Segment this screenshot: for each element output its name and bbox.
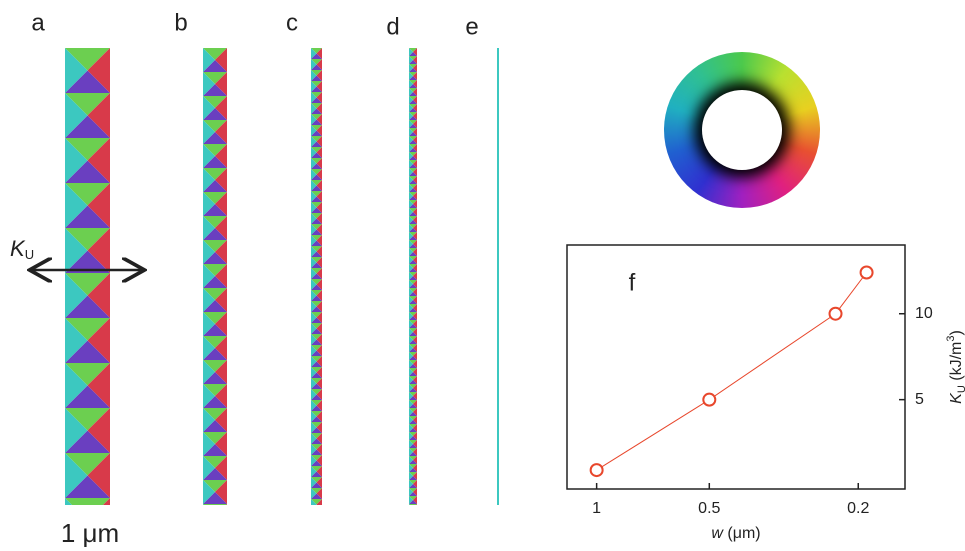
y-tick-label: 10 bbox=[915, 305, 933, 322]
x-tick-label: 1 bbox=[592, 500, 601, 517]
y-label-unit: (kJ/m bbox=[948, 342, 965, 386]
panel-label: b bbox=[174, 9, 187, 36]
x-tick-label: 0.2 bbox=[847, 500, 869, 517]
data-point bbox=[589, 463, 604, 478]
data-point bbox=[702, 392, 717, 407]
stripe-d bbox=[409, 48, 417, 505]
color-wheel-hole bbox=[702, 90, 782, 170]
data-point bbox=[828, 306, 843, 321]
data-point bbox=[859, 265, 874, 280]
stripe-e bbox=[497, 48, 499, 505]
y-label-superscript: 3 bbox=[945, 336, 957, 342]
series-line bbox=[596, 272, 867, 471]
arrow-subscript: U bbox=[25, 247, 34, 262]
panel-label: c bbox=[286, 9, 298, 36]
y-axis-label: KU (kJ/m3) bbox=[945, 330, 965, 404]
x-label-symbol: w bbox=[711, 525, 724, 542]
stripe-b bbox=[203, 48, 227, 505]
stripe-c bbox=[311, 48, 322, 505]
y-label-symbol: K bbox=[948, 392, 965, 404]
y-label-unit: ) bbox=[948, 330, 965, 335]
x-axis-label: w (μm) bbox=[711, 525, 760, 542]
panel-label: e bbox=[465, 13, 478, 40]
x-label-unit: (μm) bbox=[723, 525, 761, 542]
plot-frame bbox=[566, 244, 906, 490]
panel-label: d bbox=[386, 13, 399, 40]
arrow-label: KU bbox=[10, 236, 34, 263]
panel-label: a bbox=[31, 9, 45, 36]
scale-label: 1 μm bbox=[61, 518, 119, 548]
x-tick-label: 0.5 bbox=[698, 500, 720, 517]
chart-f: 1 0.5 0.2 5 10 f w (μm) KU (kJ/m3) bbox=[566, 244, 965, 542]
y-tick-label: 5 bbox=[915, 391, 924, 408]
color-wheel bbox=[664, 52, 820, 208]
arrow-symbol: K bbox=[10, 236, 26, 261]
y-label-subscript: U bbox=[956, 385, 965, 393]
stripe-a bbox=[65, 48, 110, 505]
panel-label: f bbox=[629, 269, 636, 296]
